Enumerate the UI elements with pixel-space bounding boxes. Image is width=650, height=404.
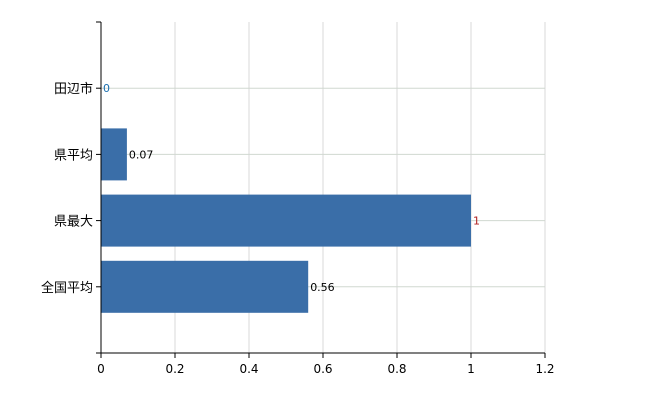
x-tick-label: 0.4 — [239, 362, 258, 376]
category-label: 田辺市 — [54, 81, 93, 97]
category-label: 県平均 — [54, 148, 93, 163]
category-label: 県最大 — [54, 215, 93, 230]
x-tick-label: 0.8 — [387, 362, 406, 376]
data-label: 0 — [103, 82, 110, 95]
bar — [101, 260, 309, 313]
data-label: 1 — [473, 215, 480, 228]
x-tick-label: 0.2 — [165, 362, 184, 376]
data-label: 0.07 — [129, 148, 154, 161]
x-tick-label: 0 — [97, 362, 105, 376]
x-tick-label: 1.2 — [535, 362, 554, 376]
bar — [101, 128, 127, 181]
x-tick-label: 0.6 — [313, 362, 332, 376]
bar — [101, 194, 471, 247]
data-label: 0.56 — [310, 281, 335, 294]
category-label: 全国平均 — [41, 280, 93, 296]
x-tick-label: 1 — [467, 362, 475, 376]
